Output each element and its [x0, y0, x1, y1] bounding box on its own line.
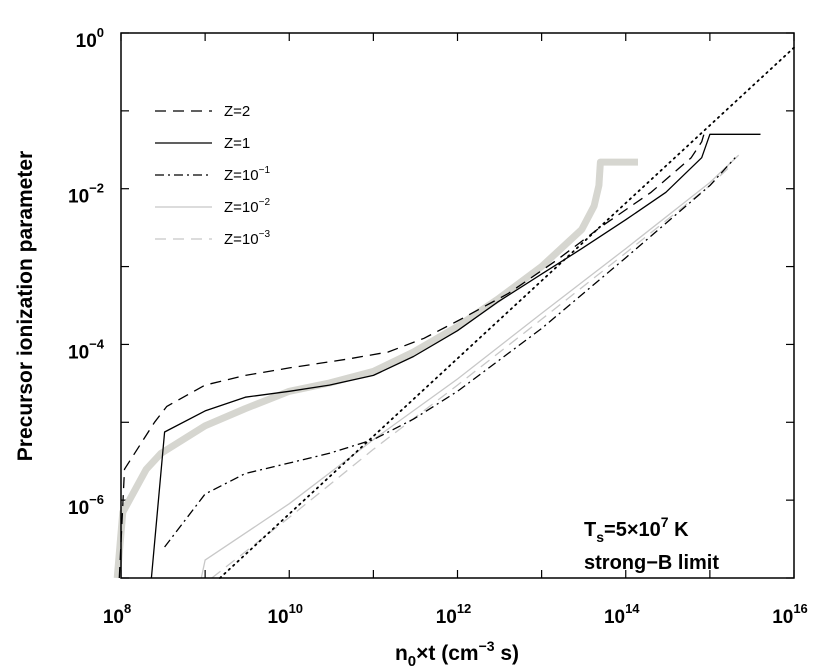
x-tick-labels: 108 1010 1012 1014 1016 [103, 601, 808, 628]
series-line-z-1 [150, 133, 761, 579]
y-tick-label: 10−6 [68, 492, 104, 519]
legend-label: Z=10−2 [224, 197, 270, 216]
y-tick-label: 10−4 [68, 336, 105, 363]
series-line-z-1e-2 [200, 154, 740, 579]
legend-label: Z=2 [224, 103, 250, 120]
legend-label: Z=10−3 [224, 229, 270, 248]
series-line-z-1e-1 [164, 157, 736, 548]
y-axis-label: Precursor ionization parameter [14, 151, 37, 461]
plot-area [121, 33, 794, 578]
x-tick-label: 1014 [604, 601, 640, 628]
series-group [113, 46, 795, 579]
y-tick-labels: 100 10−2 10−4 10−6 [68, 25, 105, 519]
legend-label: Z=1 [224, 135, 250, 152]
y-tick-label: 100 [76, 25, 104, 52]
x-tick-label: 1016 [772, 601, 808, 628]
x-axis-label: n0×t (cm−3 s) [395, 638, 519, 669]
plot-frame [120, 32, 795, 579]
x-tick-label: 108 [103, 601, 131, 628]
legend: Z=2 Z=1 Z=10−1 Z=10−2 Z=10−3 [155, 103, 270, 248]
legend-label: Z=10−1 [224, 165, 270, 184]
series-line-thick-gray-curve [113, 158, 638, 579]
series-line-z-2 [118, 134, 705, 579]
x-tick-label: 1010 [267, 601, 303, 628]
annotation-limit: strong−B limit [584, 552, 719, 574]
y-tick-label: 10−2 [68, 181, 104, 208]
annotation-temperature: Ts=5×107 K [584, 514, 689, 545]
series-line-dotted-reference [219, 46, 795, 579]
x-tick-label: 1012 [436, 601, 472, 628]
